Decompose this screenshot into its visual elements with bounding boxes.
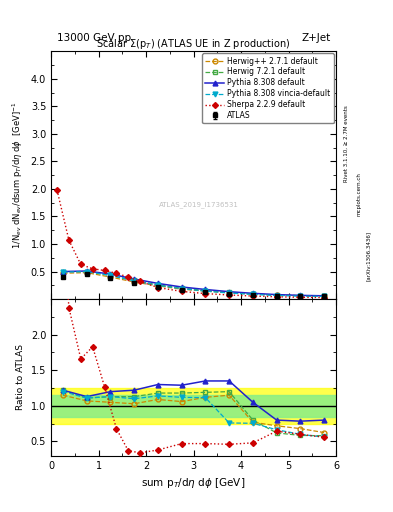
Sherpa 2.2.9 default (227, 292, 231, 298)
Pythia 8.308 vincia-default (274, 292, 279, 298)
Herwig++ 2.7.1 default (274, 292, 279, 298)
Pythia 8.308 default (203, 286, 208, 292)
Herwig 7.2.1 default (179, 285, 184, 291)
Herwig++ 2.7.1 default (298, 292, 303, 298)
Herwig++ 2.7.1 default (84, 270, 89, 276)
Sherpa 2.2.9 default (138, 279, 143, 285)
Sherpa 2.2.9 default (251, 293, 255, 299)
Herwig 7.2.1 default (108, 272, 113, 279)
Sherpa 2.2.9 default (90, 266, 95, 272)
Sherpa 2.2.9 default (179, 288, 184, 294)
Y-axis label: 1/N$_{ev}$ dN$_{ev}$/dsum p$_T$/d$\eta$ d$\phi$  [GeV]$^{-1}$: 1/N$_{ev}$ dN$_{ev}$/dsum p$_T$/d$\eta$ … (11, 101, 25, 249)
Herwig 7.2.1 default (61, 268, 65, 274)
Pythia 8.308 vincia-default (203, 288, 208, 294)
Herwig 7.2.1 default (274, 292, 279, 298)
Herwig++ 2.7.1 default (108, 274, 113, 280)
Sherpa 2.2.9 default (156, 285, 160, 291)
Pythia 8.308 vincia-default (108, 272, 113, 279)
Line: Herwig 7.2.1 default: Herwig 7.2.1 default (61, 269, 327, 298)
X-axis label: sum p$_T$/d$\eta$ d$\phi$ [GeV]: sum p$_T$/d$\eta$ d$\phi$ [GeV] (141, 476, 246, 490)
Sherpa 2.2.9 default (66, 237, 71, 243)
Pythia 8.308 default (156, 281, 160, 287)
Title: Scalar $\Sigma$(p$_T$) (ATLAS UE in Z production): Scalar $\Sigma$(p$_T$) (ATLAS UE in Z pr… (96, 37, 291, 51)
Pythia 8.308 vincia-default (322, 293, 327, 300)
Sherpa 2.2.9 default (79, 261, 83, 267)
Pythia 8.308 default (84, 268, 89, 274)
Herwig++ 2.7.1 default (251, 291, 255, 297)
Pythia 8.308 vincia-default (227, 290, 231, 296)
Sherpa 2.2.9 default (55, 187, 59, 193)
Line: Pythia 8.308 default: Pythia 8.308 default (61, 269, 327, 298)
Sherpa 2.2.9 default (274, 294, 279, 300)
Sherpa 2.2.9 default (102, 267, 107, 273)
Pythia 8.308 vincia-default (251, 291, 255, 297)
Text: 13000 GeV pp: 13000 GeV pp (57, 33, 131, 42)
Sherpa 2.2.9 default (114, 270, 119, 276)
Herwig++ 2.7.1 default (203, 288, 208, 294)
Herwig++ 2.7.1 default (227, 290, 231, 296)
Sherpa 2.2.9 default (298, 294, 303, 301)
Herwig 7.2.1 default (203, 288, 208, 294)
Sherpa 2.2.9 default (322, 294, 327, 301)
Bar (51, 388, 336, 423)
Text: Rivet 3.1.10, ≥ 2.7M events: Rivet 3.1.10, ≥ 2.7M events (344, 105, 349, 182)
Herwig++ 2.7.1 default (132, 279, 136, 285)
Pythia 8.308 vincia-default (84, 268, 89, 274)
Line: Sherpa 2.2.9 default: Sherpa 2.2.9 default (55, 188, 326, 300)
Line: Herwig++ 2.7.1 default: Herwig++ 2.7.1 default (61, 270, 327, 298)
Pythia 8.308 default (132, 276, 136, 282)
Pythia 8.308 default (61, 268, 65, 274)
Pythia 8.308 vincia-default (298, 293, 303, 299)
Pythia 8.308 default (108, 271, 113, 277)
Herwig++ 2.7.1 default (322, 293, 327, 299)
Sherpa 2.2.9 default (203, 290, 208, 296)
Pythia 8.308 vincia-default (179, 286, 184, 292)
Herwig++ 2.7.1 default (156, 283, 160, 289)
Pythia 8.308 default (179, 284, 184, 290)
Legend: Herwig++ 2.7.1 default, Herwig 7.2.1 default, Pythia 8.308 default, Pythia 8.308: Herwig++ 2.7.1 default, Herwig 7.2.1 def… (202, 53, 334, 123)
Pythia 8.308 vincia-default (132, 278, 136, 284)
Pythia 8.308 default (298, 292, 303, 298)
Herwig++ 2.7.1 default (179, 286, 184, 292)
Pythia 8.308 vincia-default (61, 269, 65, 275)
Herwig 7.2.1 default (156, 282, 160, 288)
Y-axis label: Ratio to ATLAS: Ratio to ATLAS (16, 345, 25, 411)
Herwig++ 2.7.1 default (61, 270, 65, 276)
Herwig 7.2.1 default (251, 291, 255, 297)
Pythia 8.308 vincia-default (156, 282, 160, 288)
Line: Pythia 8.308 vincia-default: Pythia 8.308 vincia-default (61, 269, 327, 299)
Herwig 7.2.1 default (132, 278, 136, 284)
Pythia 8.308 default (322, 293, 327, 299)
Text: mcplots.cern.ch: mcplots.cern.ch (357, 173, 362, 217)
Pythia 8.308 default (251, 290, 255, 296)
Pythia 8.308 default (227, 289, 231, 295)
Bar (51, 395, 336, 417)
Herwig 7.2.1 default (227, 289, 231, 295)
Text: ATLAS_2019_I1736531: ATLAS_2019_I1736531 (159, 202, 239, 208)
Herwig 7.2.1 default (322, 293, 327, 299)
Pythia 8.308 default (274, 291, 279, 297)
Herwig 7.2.1 default (298, 293, 303, 299)
Text: [arXiv:1306.3436]: [arXiv:1306.3436] (366, 231, 371, 281)
Herwig 7.2.1 default (84, 268, 89, 274)
Sherpa 2.2.9 default (126, 274, 130, 280)
Text: Z+Jet: Z+Jet (301, 33, 330, 42)
